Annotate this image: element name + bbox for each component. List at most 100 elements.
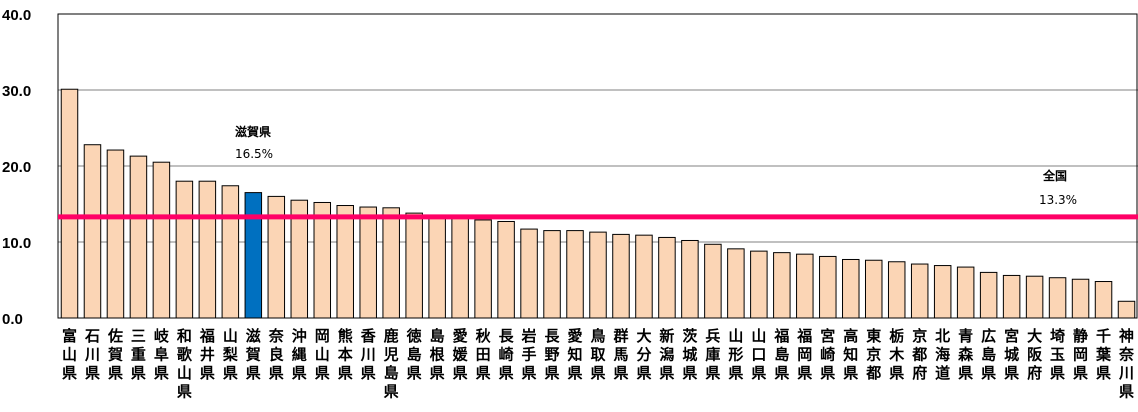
- x-category-label: 県: [751, 364, 766, 382]
- x-category-label: 歌: [177, 346, 193, 364]
- x-category-label: 県: [843, 364, 858, 382]
- x-category-label: 山: [751, 327, 766, 345]
- bar: [152, 161, 171, 319]
- x-category-label: 岡: [315, 327, 330, 345]
- bar: [819, 255, 837, 319]
- bar: [727, 248, 745, 319]
- x-category-label: 福: [796, 327, 812, 345]
- x-category-label: 県: [131, 364, 146, 382]
- x-category-label: 山: [223, 327, 238, 345]
- x-category-label: 都: [911, 346, 927, 364]
- y-axis-ticks: 0.0 10.0 20.0 30.0 40.0: [2, 7, 31, 328]
- x-category-label: 京: [912, 327, 927, 345]
- bar: [773, 252, 791, 319]
- x-category-label: 千: [1096, 327, 1111, 345]
- x-category-label: 香: [361, 327, 376, 345]
- bar: [428, 214, 446, 319]
- x-category-label: 井: [200, 346, 215, 364]
- x-category-label: 栃: [889, 327, 904, 345]
- bar: [796, 253, 814, 319]
- y-tick-label: 40.0: [2, 7, 31, 24]
- x-category-label: 愛: [453, 327, 468, 345]
- x-category-label: 高: [843, 327, 858, 345]
- x-category-label: 大: [1027, 327, 1042, 345]
- x-category-label: 重: [131, 346, 146, 364]
- x-category-label: 県: [292, 364, 307, 382]
- bar: [979, 271, 998, 319]
- x-category-label: 県: [177, 383, 192, 401]
- x-category-label: 県: [108, 364, 123, 382]
- x-category-label: 岡: [797, 346, 812, 364]
- x-category-label: 県: [728, 364, 743, 382]
- x-category-label: 賀: [107, 346, 123, 364]
- x-category-label: 県: [889, 364, 904, 382]
- bar-highlight: [244, 192, 263, 319]
- x-category-label: 県: [820, 364, 835, 382]
- bar: [704, 243, 722, 319]
- x-axis-category-labels: 富山県石川県佐賀県三重県岐阜県和歌山県福井県山梨県滋賀県奈良県沖縄県岡山県熊本県…: [62, 327, 1135, 401]
- x-category-label: 山: [315, 346, 330, 364]
- x-category-label: 県: [636, 364, 651, 382]
- shiga-annotation-label: 滋賀県: [235, 124, 271, 139]
- x-category-label: 兵: [705, 327, 720, 345]
- bar: [543, 230, 561, 319]
- x-category-label: 県: [499, 364, 514, 382]
- x-category-label: 宮: [1004, 327, 1019, 345]
- x-category-label: 賀: [245, 346, 261, 364]
- x-category-label: 県: [545, 364, 560, 382]
- x-category-label: 三: [131, 327, 146, 345]
- x-category-label: 県: [85, 364, 100, 382]
- bar: [635, 234, 653, 319]
- x-category-label: 県: [223, 364, 238, 382]
- national-average-label: 全国: [1042, 168, 1067, 183]
- x-category-label: 山: [62, 346, 77, 364]
- x-category-label: 知: [843, 346, 858, 364]
- x-category-label: 児: [383, 346, 399, 364]
- x-category-label: 県: [797, 364, 812, 382]
- x-category-label: 県: [981, 364, 996, 382]
- bar: [589, 231, 607, 319]
- x-category-label: 森: [958, 346, 974, 364]
- x-category-label: 新: [659, 327, 674, 345]
- x-category-label: 奈: [1118, 346, 1135, 364]
- bar: [1048, 277, 1067, 319]
- x-category-label: 潟: [659, 346, 674, 364]
- x-category-label: 田: [476, 346, 491, 364]
- x-category-label: 形: [728, 346, 743, 364]
- y-tick-label: 30.0: [2, 83, 31, 100]
- bar: [566, 230, 584, 319]
- y-tick-label: 10.0: [2, 235, 31, 252]
- x-category-label: 県: [590, 364, 605, 382]
- x-category-label: 海: [935, 346, 950, 364]
- x-category-label: 本: [338, 346, 353, 364]
- x-category-label: 和: [177, 327, 192, 345]
- x-category-label: 崎: [499, 346, 514, 364]
- x-category-label: 阪: [1027, 346, 1043, 364]
- x-category-label: 佐: [107, 327, 123, 345]
- bar: [451, 217, 469, 319]
- x-category-label: 島: [981, 346, 996, 364]
- bar: [405, 212, 423, 319]
- x-category-label: 滋: [246, 327, 261, 345]
- x-category-label: 東: [866, 327, 881, 345]
- x-category-label: 徳: [406, 327, 422, 345]
- x-category-label: 沖: [292, 327, 307, 345]
- x-category-label: 県: [1119, 383, 1134, 401]
- x-category-label: 阜: [154, 346, 169, 364]
- national-average-value: 13.3%: [1039, 193, 1077, 207]
- bar: [497, 220, 515, 319]
- x-category-label: 長: [545, 327, 561, 345]
- x-category-label: 分: [636, 346, 651, 364]
- bar: [750, 250, 768, 319]
- x-category-label: 媛: [452, 346, 469, 364]
- x-category-label: 玉: [1050, 346, 1065, 364]
- bar: [887, 261, 906, 319]
- x-category-label: 都: [865, 364, 881, 382]
- x-category-label: 県: [361, 364, 376, 382]
- bar: [612, 233, 630, 319]
- bars: [60, 88, 1136, 319]
- x-category-label: 鳥: [590, 327, 605, 345]
- x-category-label: 鹿: [384, 327, 399, 345]
- x-category-label: 静: [1073, 327, 1088, 345]
